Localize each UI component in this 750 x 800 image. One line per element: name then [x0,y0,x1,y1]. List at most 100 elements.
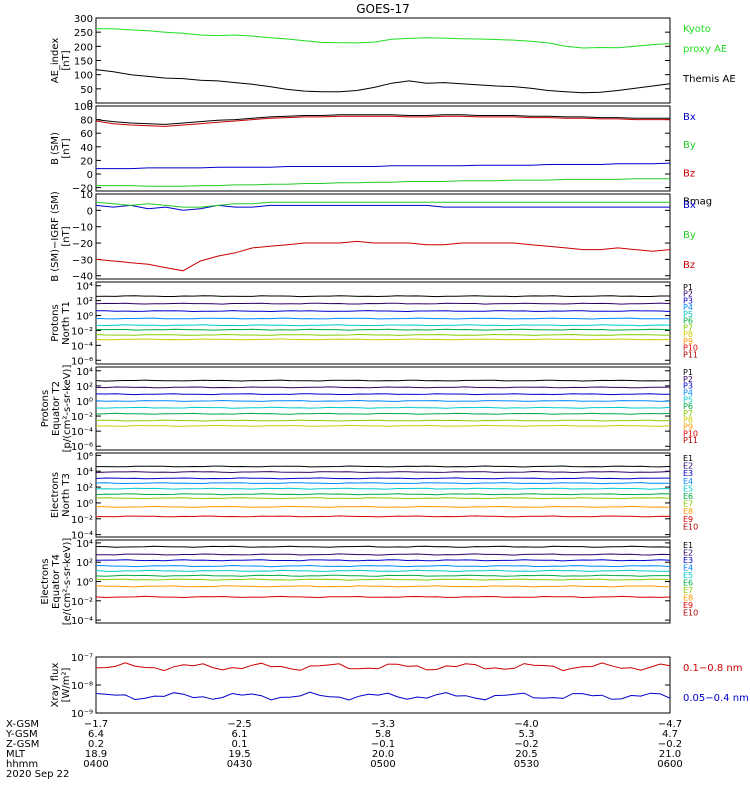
page-title: GOES-17 [356,2,410,16]
date-label: 2020 Sep 22 [6,769,69,780]
legend-entry: E10 [683,609,698,618]
y-tick-label: 50 [80,85,93,96]
y-tick-label: 60 [80,129,93,140]
legend-entry: P9 [683,337,693,346]
x-tick-value: −0.2 [514,739,538,750]
y-tick-label: 10⁻² [71,597,93,608]
legend-entry: P8 [683,416,693,425]
y-axis-label: Protons [50,304,61,341]
series-line-e1 [95,545,671,548]
x-tick-value: 0.2 [88,739,104,750]
series-line-e5 [95,569,671,573]
legend-entry: P4 [683,303,693,312]
x-tick-value: 0430 [227,759,252,770]
y-tick-label: −20 [72,239,93,250]
y-tick-label: 0 [87,170,93,181]
y-tick-label: −30 [72,255,93,266]
x-tick-value: 19.5 [228,749,250,760]
y-tick-label: 250 [74,28,93,39]
series-line-p4 [95,399,671,402]
series-line-p6 [95,328,671,331]
y-tick-label: 10 [80,190,93,201]
y-tick-label: 300 [74,14,93,25]
legend-entry: P10 [683,344,698,353]
series-line-bx [95,204,670,211]
legend-entry: Bmag [683,196,712,207]
y-axis-label: AE_index [50,38,61,84]
x-tick-value: −0.1 [371,739,395,750]
x-tick-value: −1.7 [84,719,108,730]
legend: Bx By Bz Bmag [683,112,712,207]
series-line-bmag [95,114,670,125]
panel-frame [95,281,671,365]
y-tick-label: 10⁰ [76,578,93,589]
y-tick-label: −40 [72,272,93,283]
x-tick-value: 21.0 [659,749,681,760]
panel-1: 0 50 100 150 200 250 300 AE_index [nT] Kyoto proxy… [50,14,736,110]
y-axis-label: Electrons [50,472,61,518]
series-line-p3 [95,393,671,396]
panel-5: 10⁻⁶ 10⁻⁴ 10⁻² 10⁰ 10² 10⁴ Protons Equator T2 [p… [40,365,698,454]
series-group [95,295,671,341]
series-line-e2 [96,553,671,556]
series-group [95,201,671,272]
series-line-e5 [95,487,671,490]
y-axis-label: [p/(cm²-s-sr-keV)] [62,365,73,453]
y-tick-label: 10⁰ [76,499,93,510]
series-line-by [96,178,670,187]
y-tick-label: 10² [76,558,93,569]
y-tick-label: 10⁻² [71,326,93,337]
series-group [95,114,671,187]
y-tick-label: 200 [74,42,93,53]
y-tick-label: −20 [72,184,93,195]
y-tick-label: 10⁻⁴ [71,616,93,627]
legend-entry: P2 [683,375,693,384]
x-tick-value: 6.1 [232,729,248,740]
y-tick-label: −10 [72,223,93,234]
y-tick-label: 40 [80,143,93,154]
y-tick-label: 10⁴ [76,367,93,378]
series-line-e8 [95,585,671,588]
x-tick-value: 5.8 [375,729,391,740]
legend-entry: P1 [683,283,693,292]
series-line-e9 [96,515,671,518]
series-line-0-1-0-8-nm [95,662,671,672]
series-line-e8 [95,505,671,508]
series-line-e7 [95,497,671,500]
y-tick-label: 10⁻⁶ [71,442,93,453]
legend-entry: Bz [683,260,695,271]
legend-entry: E10 [683,522,698,531]
series-line-p5 [95,406,671,409]
series-line-e3 [95,559,671,562]
y-tick-label: 10⁴ [76,467,93,478]
legend-entry: E5 [683,484,693,493]
x-tick-value: −0.2 [658,739,682,750]
panel-8: 10⁻⁹ 10⁻⁸ 10⁻⁷ Xray flux [W/m²] 0.1−0.8 nm 0.0… [50,653,749,720]
series-line-p3 [95,310,671,313]
legend-entry: E5 [683,571,693,580]
legend-entry: E1 [683,454,693,463]
x-tick-value: 0530 [514,759,539,770]
y-tick-label: 10² [76,297,93,308]
legend-entry: P3 [683,296,693,305]
y-axis-label: Xray flux [50,663,61,708]
legend: Bx By Bz [683,200,696,271]
x-tick-value: −2.5 [227,719,251,730]
series-line-kyoto-proxy-ae [96,28,671,49]
series-line-p4 [95,317,671,320]
legend-entry: By [683,230,696,241]
series-line-p8 [96,424,671,427]
legend-entry: E8 [683,507,693,516]
series-line-0-05-0-4-nm [95,691,671,701]
y-axis-label: [nT] [61,138,72,158]
legend-entry: Kyoto [683,24,711,35]
legend-entry: E7 [683,500,693,509]
x-row-label: Y-GSM [5,729,38,740]
x-tick-value: −4.0 [514,719,538,730]
y-tick-label: 10⁻⁹ [71,709,93,720]
y-tick-label: 10⁻² [71,412,93,423]
panel-frame [95,539,671,624]
y-tick-label: 10⁰ [76,397,93,408]
